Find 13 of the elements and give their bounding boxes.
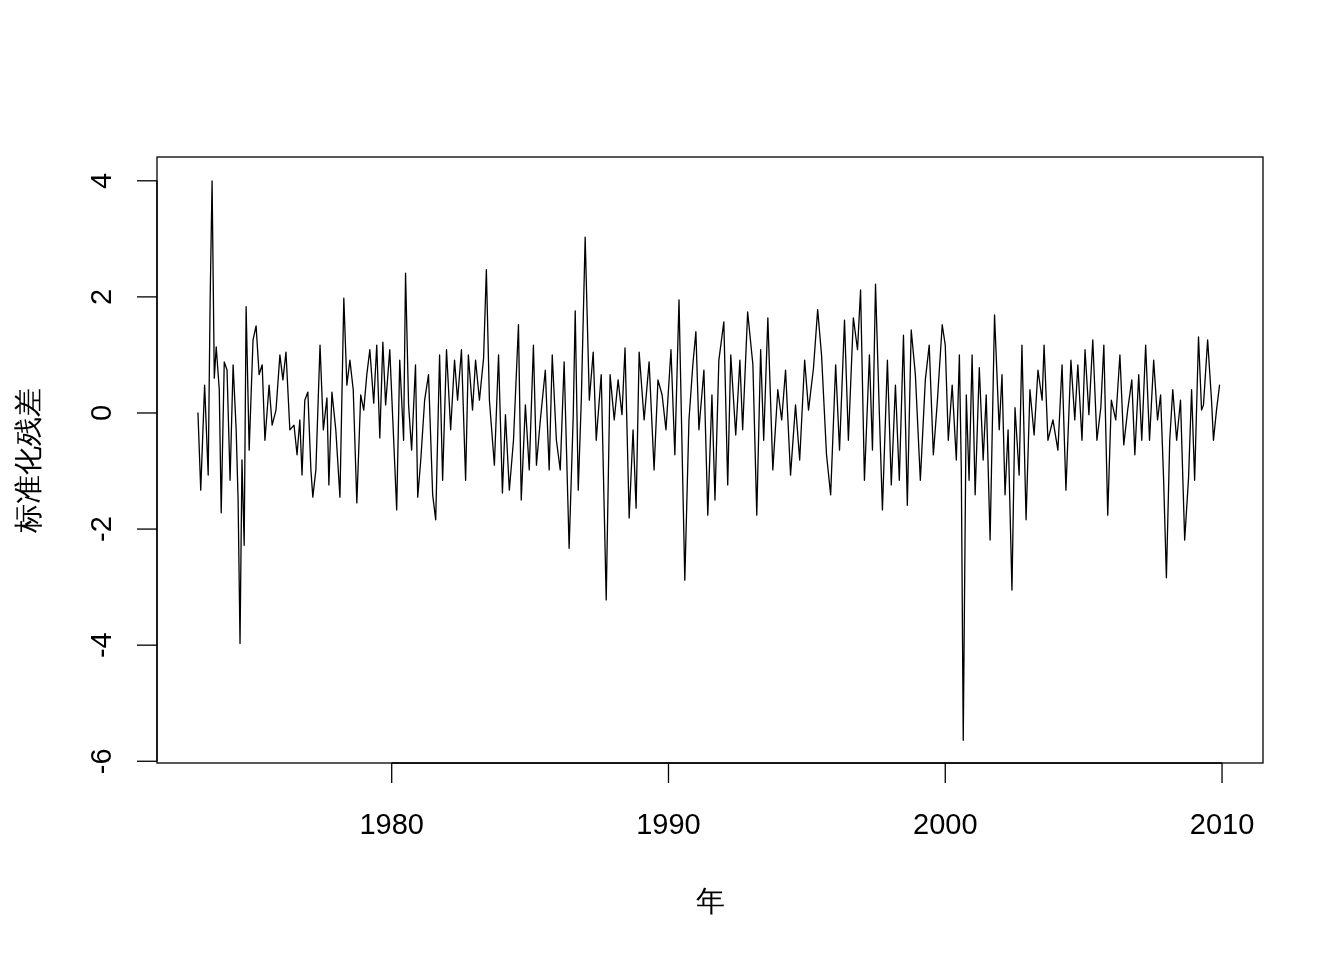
y-tick-label: 2 [85,288,117,305]
x-tick-label: 1990 [636,808,701,840]
line-series [197,180,1221,742]
x-axis-title: 年 [695,884,725,918]
y-tick-label: -2 [85,516,117,542]
y-tick-label: -4 [85,632,117,659]
x-tick-label: 2010 [1189,808,1255,840]
x-tick-label: 1980 [359,808,424,840]
y-axis-title: 标准化残差 [11,387,45,534]
y-tick-label: 4 [85,172,117,189]
y-tick-label: -6 [85,748,117,775]
y-tick-label: 0 [85,404,117,422]
x-tick-label: 2000 [913,808,978,840]
